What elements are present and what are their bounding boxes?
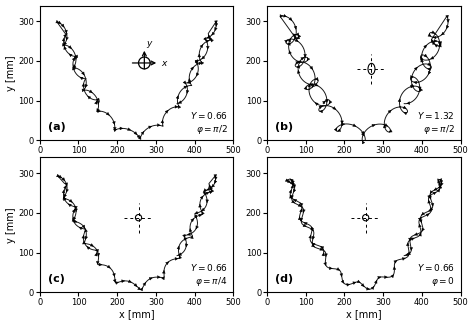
Text: (a): (a) xyxy=(47,122,65,132)
X-axis label: x [mm]: x [mm] xyxy=(346,309,382,319)
Text: $Y = 0.66$
$\varphi = \pi/4$: $Y = 0.66$ $\varphi = \pi/4$ xyxy=(190,262,228,288)
Text: (c): (c) xyxy=(47,274,64,284)
Text: $x$: $x$ xyxy=(161,59,168,68)
X-axis label: x [mm]: x [mm] xyxy=(119,309,155,319)
Text: $Y = 0.66$
$\varphi = \pi/2$: $Y = 0.66$ $\varphi = \pi/2$ xyxy=(190,110,228,136)
Text: $Y = 1.32$
$\varphi = \pi/2$: $Y = 1.32$ $\varphi = \pi/2$ xyxy=(417,110,455,136)
Text: (d): (d) xyxy=(274,274,293,284)
Text: $Y = 0.66$
$\varphi = 0$: $Y = 0.66$ $\varphi = 0$ xyxy=(417,262,455,288)
Y-axis label: y [mm]: y [mm] xyxy=(6,207,16,243)
Y-axis label: y [mm]: y [mm] xyxy=(6,55,16,91)
Text: $y$: $y$ xyxy=(146,39,153,50)
Text: (b): (b) xyxy=(274,122,293,132)
